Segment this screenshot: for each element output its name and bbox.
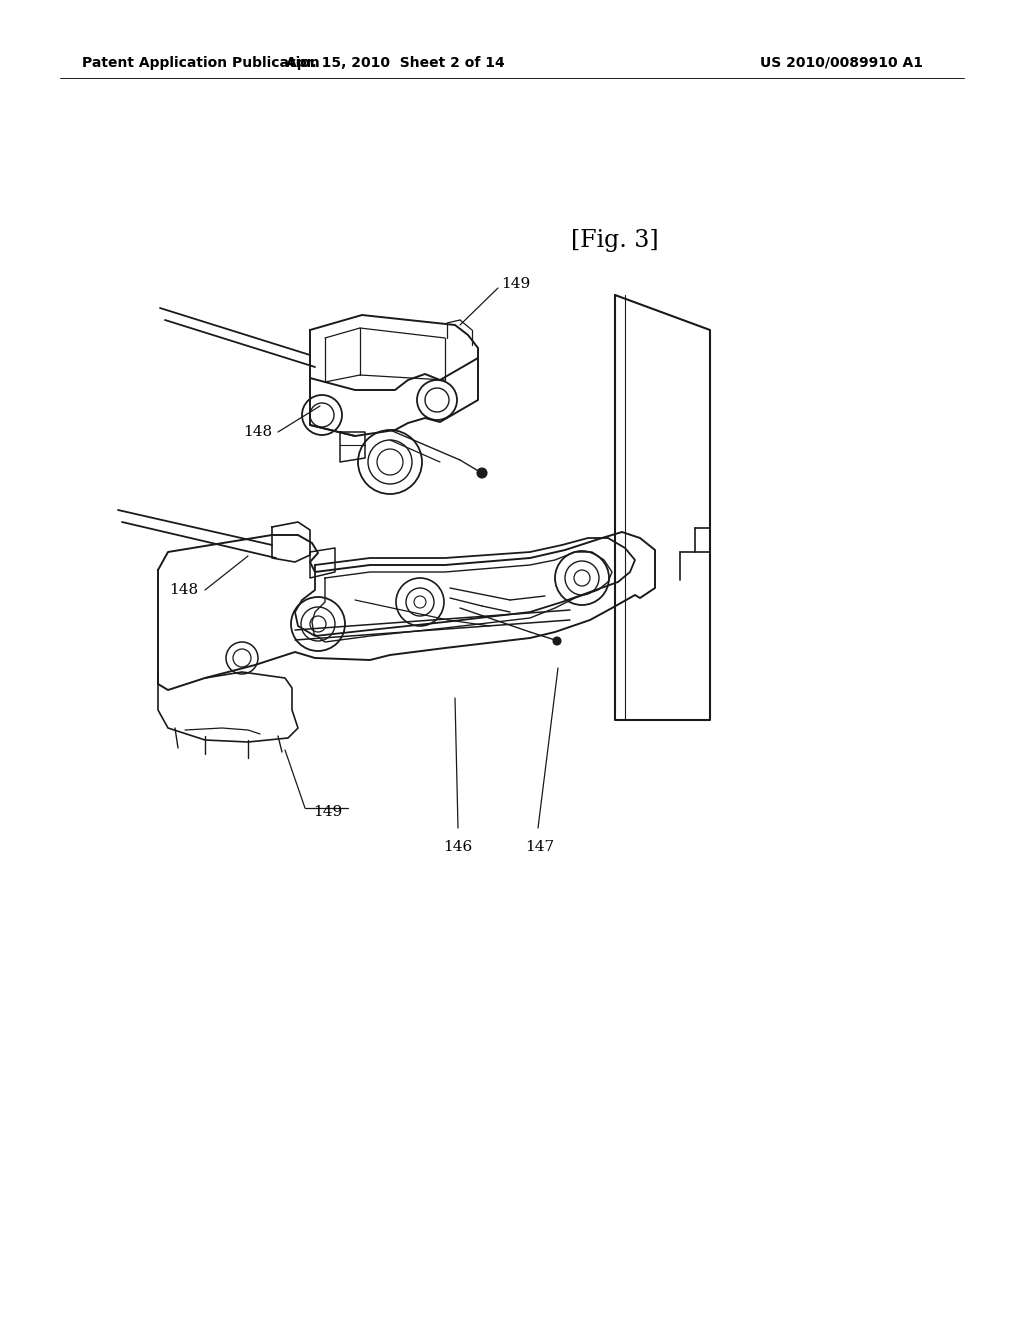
Circle shape xyxy=(477,469,487,478)
Text: Patent Application Publication: Patent Application Publication xyxy=(82,55,319,70)
Text: US 2010/0089910 A1: US 2010/0089910 A1 xyxy=(760,55,923,70)
Text: 148: 148 xyxy=(243,425,272,440)
Text: [Fig. 3]: [Fig. 3] xyxy=(571,228,658,252)
Text: Apr. 15, 2010  Sheet 2 of 14: Apr. 15, 2010 Sheet 2 of 14 xyxy=(286,55,505,70)
Text: 149: 149 xyxy=(312,805,342,818)
Circle shape xyxy=(553,638,561,645)
Text: 146: 146 xyxy=(443,840,473,854)
Text: 149: 149 xyxy=(501,277,530,290)
Text: 147: 147 xyxy=(525,840,555,854)
Text: 148: 148 xyxy=(169,583,198,597)
